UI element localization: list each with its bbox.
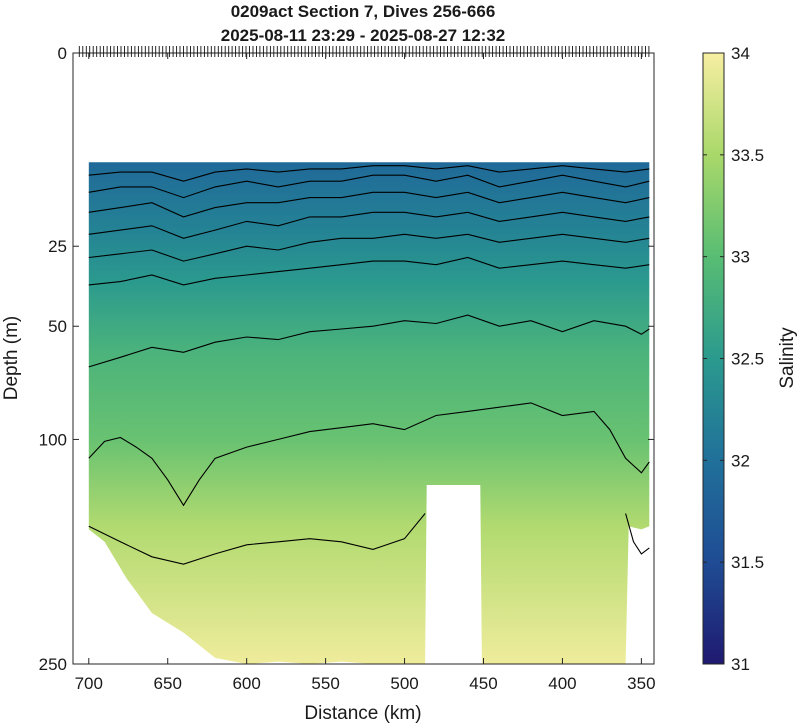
- y-axis-label: Depth (m): [1, 316, 22, 400]
- y-tick-label: 0: [58, 44, 67, 63]
- colorbar-tick-label: 32: [731, 451, 750, 470]
- contour-line-2: [88, 402, 650, 507]
- colorbar-tick-label: 34: [731, 44, 750, 63]
- x-tick-label: 350: [627, 674, 655, 693]
- contour-line-8: [88, 174, 650, 199]
- x-tick-label: 600: [232, 674, 260, 693]
- colorbar-axis: 31 31.5 32 32.5 33 33.5 34: [703, 44, 764, 674]
- x-tick-label: 550: [311, 674, 339, 693]
- x-tick-label: 650: [154, 674, 182, 693]
- dive-position-ticks: [78, 46, 650, 57]
- x-tick-label: 500: [390, 674, 418, 693]
- x-axis-label: Distance (km): [304, 703, 421, 724]
- y-tick-label: 50: [48, 317, 67, 336]
- x-tick-label: 450: [469, 674, 497, 693]
- salinity-contours: [88, 165, 650, 565]
- y-tick-label: 25: [48, 237, 67, 256]
- contour-line-6: [88, 211, 650, 239]
- contour-line-9: [88, 165, 650, 182]
- colorbar-tick-label: 32.5: [731, 350, 764, 369]
- contour-line-3: [88, 314, 650, 368]
- colorbar-tick-label: 33.5: [731, 146, 764, 165]
- y-tick-label: 100: [39, 430, 67, 449]
- contour-line-7: [88, 191, 650, 218]
- x-tick-label: 400: [548, 674, 576, 693]
- colorbar-tick-label: 33: [731, 248, 750, 267]
- salinity-field: [88, 162, 650, 664]
- contour-line-5: [88, 233, 650, 262]
- colorbar-label: Salinity: [777, 327, 798, 389]
- x-axis: 700 650 600 550 500 450 400 350: [75, 53, 656, 693]
- x-tick-label: 700: [75, 674, 103, 693]
- colorbar-tick-label: 31: [731, 655, 750, 674]
- plot-frame: [72, 52, 655, 665]
- y-axis: 0 25 50 100 250: [39, 44, 654, 674]
- contour-line-0: [88, 513, 426, 565]
- contour-line-4: [88, 256, 650, 286]
- chart-subtitle: 2025-08-11 23:29 - 2025-08-27 12:32: [221, 26, 506, 45]
- plot-area: [88, 162, 650, 664]
- contour-line-1: [625, 513, 650, 555]
- colorbar-tick-label: 31.5: [731, 553, 764, 572]
- y-tick-label: 250: [39, 655, 67, 674]
- chart-title: 0209act Section 7, Dives 256-666: [231, 2, 496, 21]
